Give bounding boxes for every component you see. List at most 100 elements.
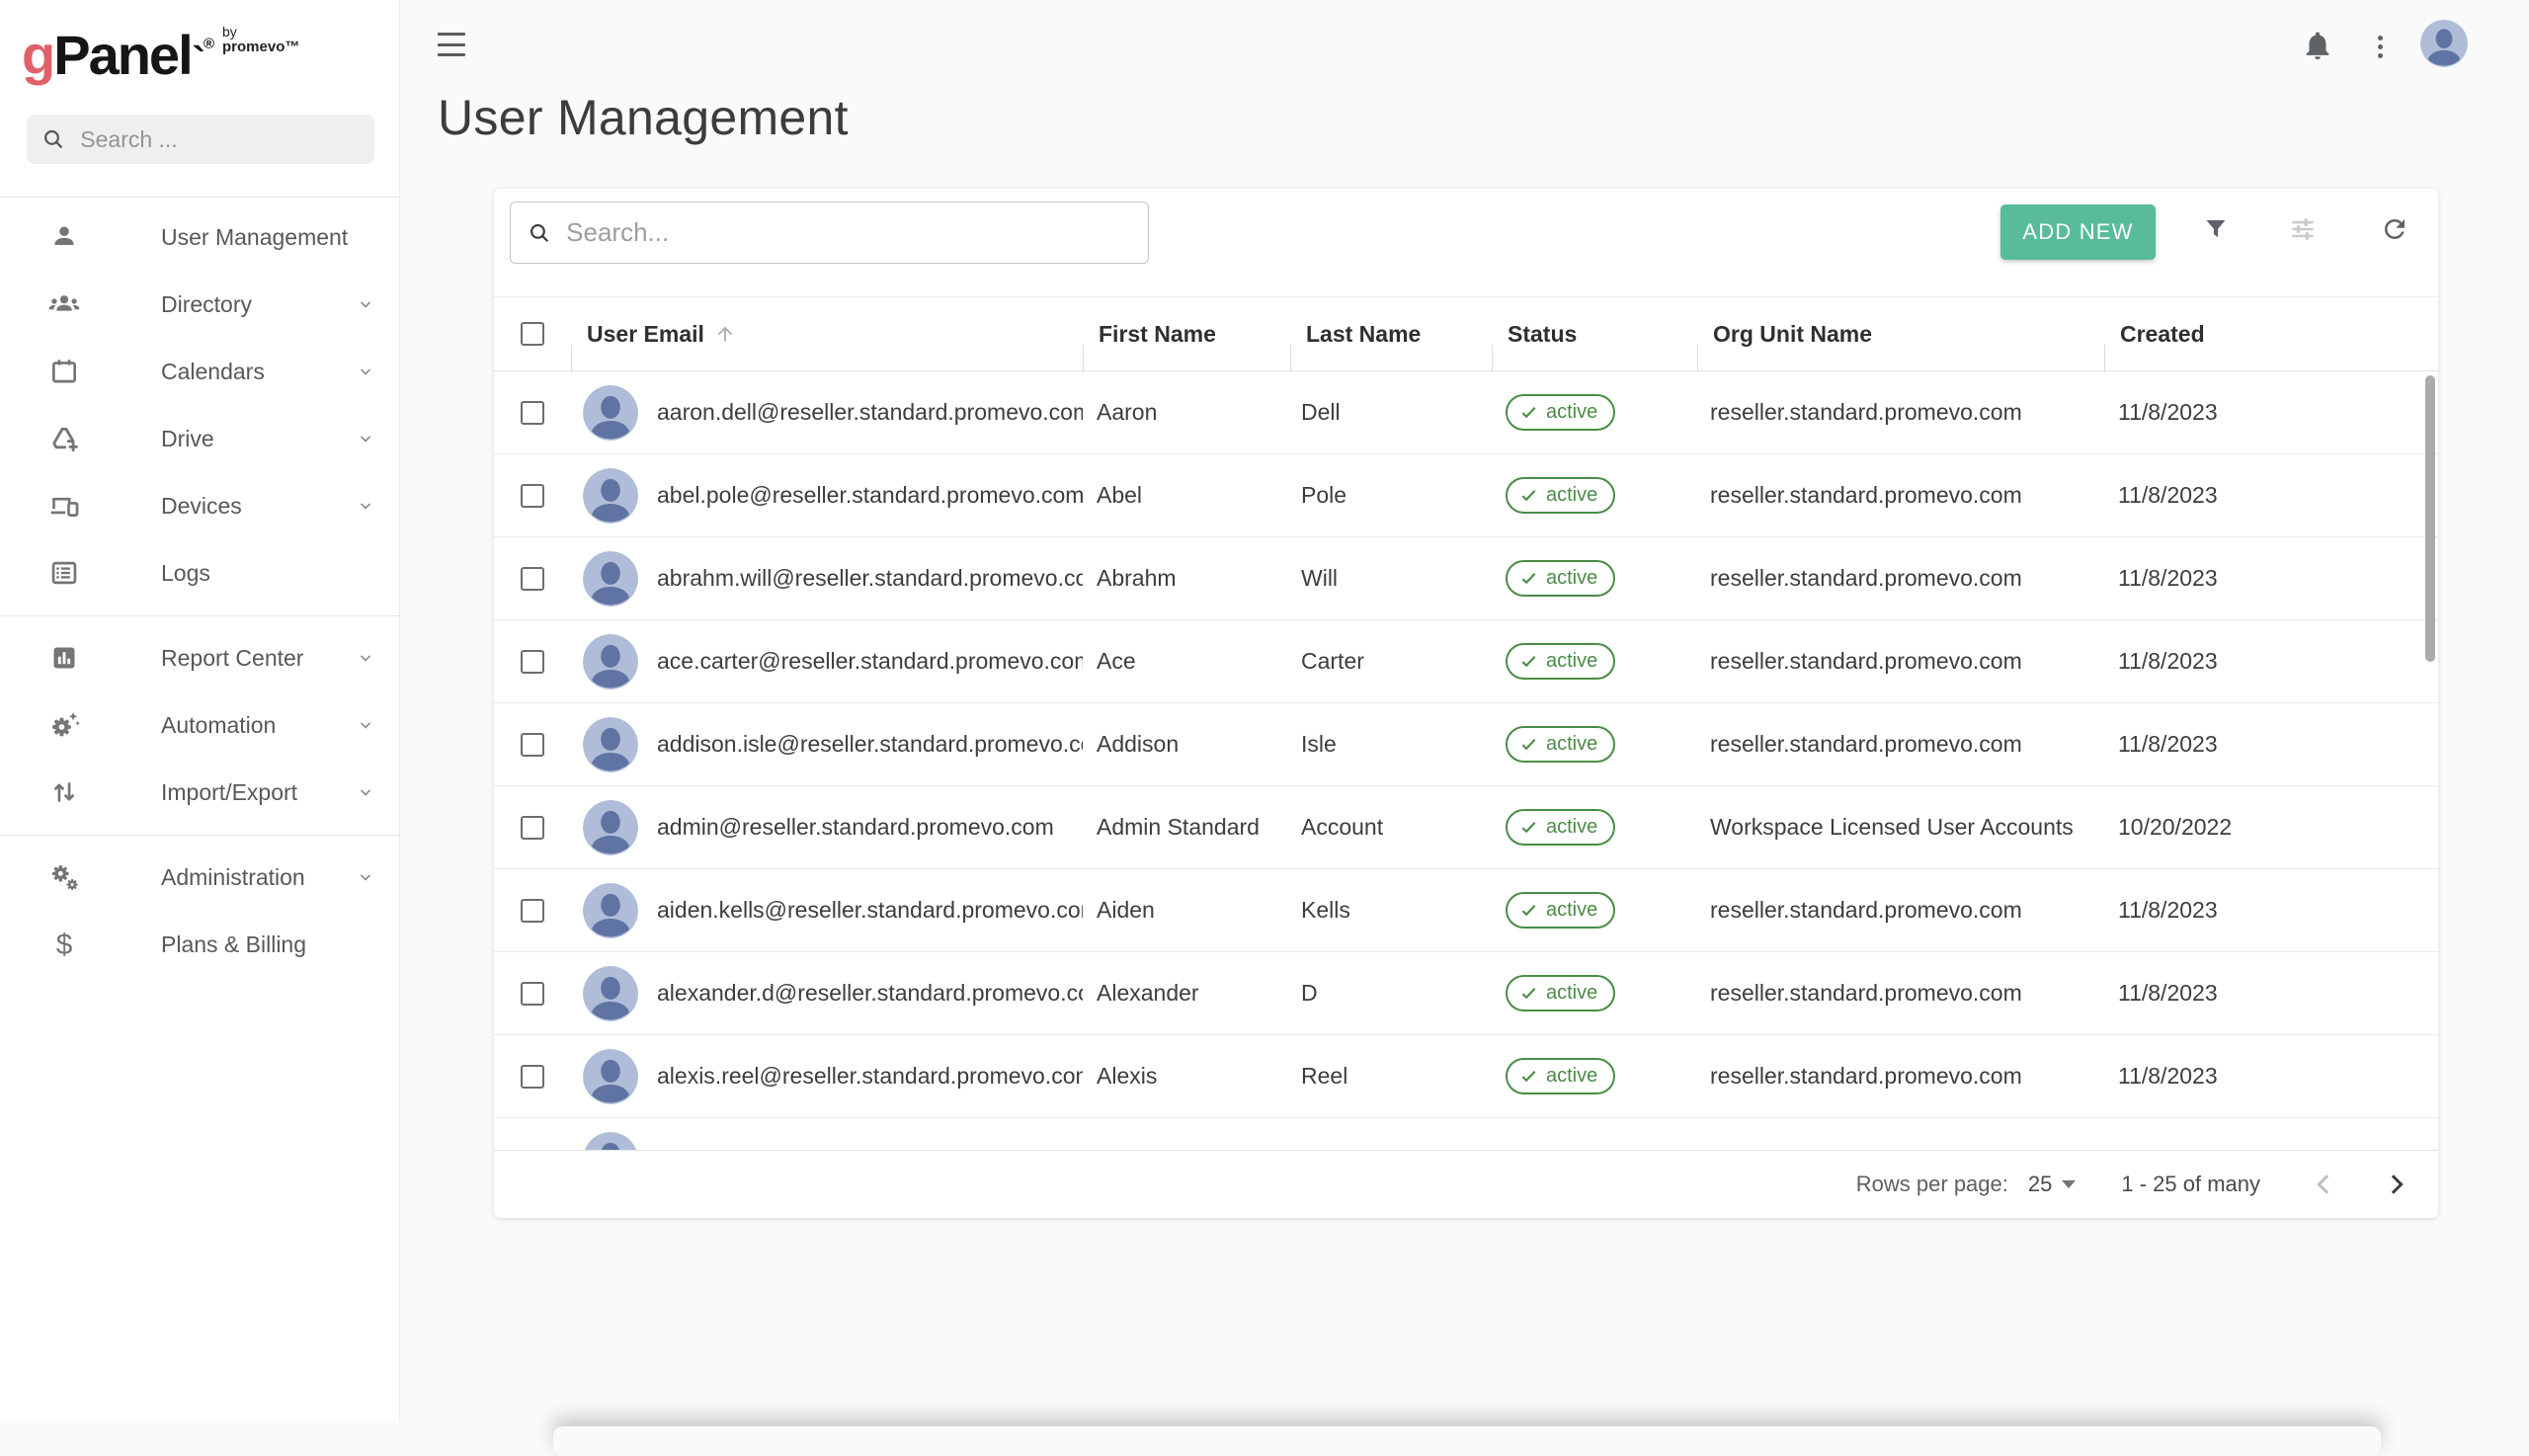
sidebar-item-icon — [47, 355, 81, 388]
table-row[interactable]: abel.pole@reseller.standard.promevo.com … — [494, 454, 2438, 537]
first-name: Alexis — [1097, 1063, 1158, 1089]
rows-per-page-select[interactable]: 25 — [2028, 1172, 2077, 1197]
user-avatar — [583, 716, 638, 772]
org-unit: reseller.standard.promevo.com — [1710, 980, 2022, 1006]
table-row[interactable]: alexis.reel@reseller.standard.promevo.co… — [494, 1035, 2438, 1118]
row-checkbox[interactable] — [521, 898, 544, 923]
user-email: abel.pole@reseller.standard.promevo.com — [657, 482, 1083, 508]
sidebar-item-icon — [47, 775, 81, 809]
status-badge: active — [1506, 394, 1616, 431]
kebab-menu-icon[interactable] — [2370, 30, 2390, 63]
last-name: Pole — [1301, 482, 1347, 508]
sidebar-item-label: Plans & Billing — [161, 930, 307, 957]
sidebar-item[interactable]: Calendars — [0, 338, 399, 405]
sidebar: gPanel`® by promevo™ User Management Dir… — [0, 0, 400, 1422]
vertical-scrollbar[interactable] — [2425, 375, 2435, 662]
user-avatar — [583, 799, 638, 855]
last-name: Kells — [1301, 897, 1350, 923]
table-row[interactable]: aaron.dell@reseller.standard.promevo.com… — [494, 371, 2438, 454]
caret-down-icon — [2062, 1180, 2077, 1188]
filter-funnel-icon[interactable] — [2200, 214, 2232, 246]
row-checkbox[interactable] — [521, 815, 544, 840]
status-badge: active — [1506, 1058, 1616, 1094]
logo-g: g — [22, 24, 55, 86]
refresh-icon[interactable] — [2379, 214, 2410, 246]
column-header-org-unit[interactable]: Org Unit Name — [1697, 321, 2104, 372]
user-email: abrahm.will@reseller.standard.promevo.co… — [657, 565, 1083, 591]
sidebar-item-label: Calendars — [161, 358, 265, 384]
table-row[interactable]: aiden.kells@reseller.standard.promevo.co… — [494, 869, 2438, 952]
last-name: Dell — [1301, 399, 1341, 425]
created-date: 11/8/2023 — [2118, 731, 2218, 757]
sidebar-item[interactable]: User Management — [0, 203, 399, 271]
table-footer: Rows per page: 25 1 - 25 of many — [494, 1150, 2438, 1218]
user-avatar — [583, 965, 638, 1021]
created-date: 11/8/2023 — [2118, 399, 2218, 425]
check-icon — [1519, 984, 1538, 1003]
row-checkbox[interactable] — [521, 649, 544, 674]
row-checkbox[interactable] — [521, 981, 544, 1006]
column-header-last-name[interactable]: Last Name — [1290, 321, 1492, 372]
row-checkbox[interactable] — [521, 732, 544, 757]
svg-text:$: $ — [56, 929, 73, 961]
column-header-first-name[interactable]: First Name — [1083, 321, 1290, 372]
sidebar-divider — [0, 197, 399, 198]
logo-byline: by promevo™ — [222, 24, 300, 55]
table-row[interactable]: ace.carter@reseller.standard.promevo.com… — [494, 620, 2438, 703]
sidebar-item[interactable]: Drive — [0, 405, 399, 472]
table-search — [510, 202, 1149, 264]
sidebar-item[interactable]: $ Plans & Billing — [0, 911, 399, 978]
last-name: Carter — [1301, 648, 1364, 674]
chevron-down-icon — [357, 363, 374, 380]
user-avatar — [583, 1048, 638, 1104]
row-checkbox[interactable] — [521, 566, 544, 591]
table-row[interactable]: admin@reseller.standard.promevo.com Admi… — [494, 786, 2438, 869]
user-avatar — [583, 882, 638, 938]
sidebar-item-icon — [47, 422, 81, 455]
logo-accent: ` — [192, 40, 205, 83]
table-row[interactable]: abrahm.will@reseller.standard.promevo.co… — [494, 537, 2438, 620]
column-header-user-email[interactable]: User Email — [571, 321, 1083, 372]
check-icon — [1519, 818, 1538, 837]
org-unit: reseller.standard.promevo.com — [1710, 399, 2022, 425]
account-avatar[interactable] — [2420, 20, 2468, 67]
user-avatar — [583, 1132, 638, 1150]
sidebar-item-icon — [47, 708, 81, 742]
table-row[interactable]: addison.isle@reseller.standard.promevo.c… — [494, 703, 2438, 786]
sidebar-item-icon — [47, 489, 81, 523]
sidebar-item[interactable]: Report Center — [0, 615, 399, 691]
org-unit: reseller.standard.promevo.com — [1710, 648, 2022, 674]
column-header-status[interactable]: Status — [1492, 321, 1697, 372]
table-search-input[interactable] — [566, 217, 1132, 248]
tune-sliders-icon[interactable] — [2287, 214, 2319, 246]
status-badge: active — [1506, 975, 1616, 1011]
column-header-created[interactable]: Created — [2104, 321, 2438, 372]
sort-ascending-icon — [717, 326, 733, 342]
row-checkbox[interactable] — [521, 400, 544, 425]
last-name: Account — [1301, 814, 1384, 840]
sidebar-item[interactable]: Automation — [0, 691, 399, 759]
sidebar-item-label: Automation — [161, 711, 277, 738]
check-icon — [1519, 1067, 1538, 1086]
check-icon — [1519, 652, 1538, 671]
hamburger-menu-icon[interactable] — [438, 33, 465, 56]
table-row[interactable]: alexander.d@reseller.standard.promevo.co… — [494, 952, 2438, 1035]
row-checkbox[interactable] — [521, 483, 544, 508]
sidebar-search-input[interactable] — [80, 125, 361, 153]
table-row-partial — [494, 1118, 2438, 1150]
notifications-bell-icon[interactable] — [2301, 29, 2334, 62]
select-all-checkbox[interactable] — [521, 322, 544, 346]
sidebar-item[interactable]: Import/Export — [0, 759, 399, 826]
sidebar-item-label: Import/Export — [161, 778, 298, 805]
row-checkbox[interactable] — [521, 1064, 544, 1089]
sidebar-item[interactable]: Logs — [0, 539, 399, 607]
sidebar-item[interactable]: Directory — [0, 271, 399, 338]
next-page-icon[interactable] — [2381, 1170, 2410, 1199]
search-icon — [530, 223, 549, 242]
sidebar-item[interactable]: Devices — [0, 472, 399, 539]
user-avatar — [583, 467, 638, 524]
sidebar-item-label: Devices — [161, 492, 242, 519]
sidebar-item[interactable]: Administration — [0, 835, 399, 911]
first-name: Abel — [1097, 482, 1143, 508]
add-new-button[interactable]: ADD NEW — [2000, 204, 2156, 260]
